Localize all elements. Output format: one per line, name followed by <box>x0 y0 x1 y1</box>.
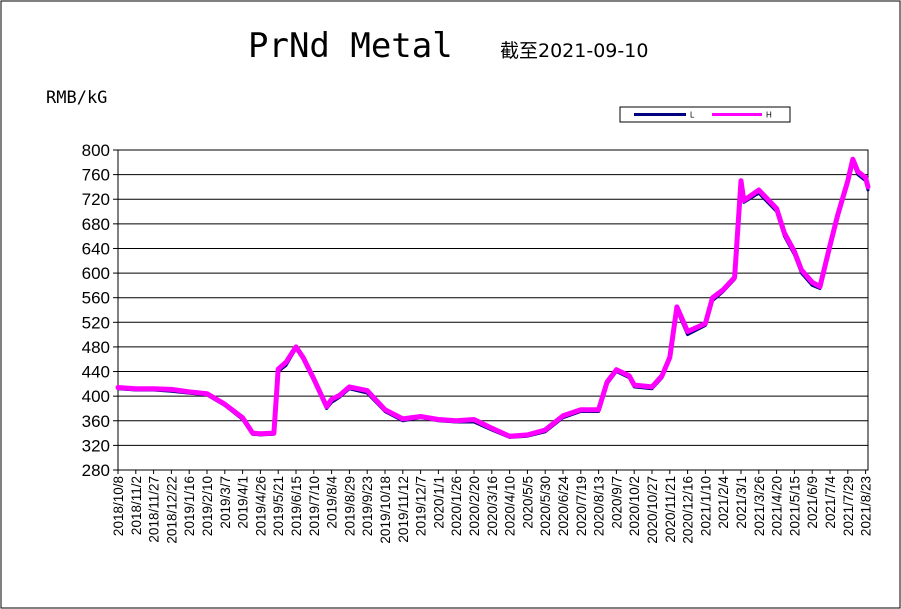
x-tick-label: 2020/1/26 <box>449 476 464 536</box>
x-tick-label: 2021/3/26 <box>752 476 767 536</box>
x-tick-label: 2019/8/29 <box>342 476 357 536</box>
x-tick-label: 2019/7/10 <box>307 476 322 536</box>
x-tick-label: 2021/4/20 <box>770 476 785 536</box>
x-tick-label: 2021/1/10 <box>698 476 713 536</box>
x-tick-label: 2018/11/2 <box>129 476 144 535</box>
x-tick-label: 2021/2/4 <box>716 476 731 529</box>
x-tick-label: 2018/11/27 <box>147 476 162 543</box>
legend-box <box>619 106 791 123</box>
x-tick-label: 2019/9/23 <box>360 476 375 536</box>
x-tick-label: 2020/7/19 <box>574 476 589 536</box>
y-tick-label: 280 <box>82 461 110 480</box>
x-tick-label: 2020/6/24 <box>556 476 571 537</box>
x-tick-label: 2019/4/26 <box>253 476 268 536</box>
x-tick-label: 2019/12/7 <box>414 476 429 536</box>
y-tick-label: 760 <box>82 166 110 185</box>
x-tick-label: 2020/12/16 <box>681 476 696 544</box>
x-tick-label: 2018/12/22 <box>164 476 179 544</box>
plot-area <box>117 149 869 471</box>
legend-label-h: H <box>766 111 772 120</box>
y-tick-label: 480 <box>82 338 110 357</box>
x-tick-label: 2020/5/30 <box>538 476 553 536</box>
x-tick-label: 2019/11/12 <box>396 476 411 543</box>
y-tick-label: 560 <box>82 289 110 308</box>
x-tick-label: 2019/4/1 <box>236 476 251 529</box>
x-tick-label: 2019/1/16 <box>182 476 197 536</box>
x-tick-label: 2021/5/15 <box>787 476 802 536</box>
x-tick-label: 2018/10/8 <box>111 476 126 536</box>
x-tick-label: 2019/6/15 <box>289 476 304 536</box>
x-tick-label: 2020/2/20 <box>467 476 482 536</box>
x-tick-label: 2021/8/23 <box>859 476 874 536</box>
y-tick-label: 720 <box>82 190 110 209</box>
chart-subtitle: 截至2021-09-10 <box>500 40 648 62</box>
x-tick-label: 2020/8/13 <box>592 476 607 536</box>
chart-title: PrNd Metal <box>248 26 453 66</box>
y-tick-label: 680 <box>82 215 110 234</box>
y-tick-label: 600 <box>82 264 110 283</box>
x-tick-label: 2020/5/5 <box>520 476 535 529</box>
y-tick-label: 640 <box>82 239 110 258</box>
x-tick-label: 2019/10/18 <box>378 476 393 544</box>
x-tick-label: 2019/2/10 <box>200 476 215 536</box>
y-tick-label: 400 <box>82 387 110 406</box>
series-line-h <box>115 156 871 439</box>
x-tick-label: 2020/1/1 <box>431 476 446 529</box>
legend: L H <box>619 106 791 123</box>
x-tick-label: 2020/11/21 <box>663 476 678 543</box>
grid-lines <box>118 174 868 446</box>
x-tick-label: 2021/3/1 <box>734 476 749 529</box>
x-tick-label: 2020/10/27 <box>645 476 660 544</box>
x-tick-label: 2021/6/9 <box>805 476 820 529</box>
y-tick-label: 360 <box>82 412 110 431</box>
x-tick-label: 2021/7/29 <box>841 476 856 536</box>
y-axis-ticks: 280 320 360 400 440 480 520 560 600 640 680 720 760 8… <box>82 141 118 480</box>
x-tick-label: 2019/5/21 <box>271 476 286 536</box>
x-tick-label: 2020/3/16 <box>485 476 500 536</box>
x-tick-label: 2019/8/4 <box>325 476 340 529</box>
y-tick-label: 520 <box>82 313 110 332</box>
y-tick-label: 320 <box>82 436 110 455</box>
x-tick-label: 2020/4/10 <box>503 476 518 536</box>
x-tick-label: 2020/9/7 <box>609 476 624 529</box>
x-tick-label: 2020/10/2 <box>627 476 642 536</box>
x-tick-label: 2019/3/7 <box>218 476 233 529</box>
series-lines <box>115 156 871 439</box>
legend-label-l: L <box>690 111 695 120</box>
x-axis-ticks: 2018/10/8 2018/11/2 2018/11/27 2018/12/22 20… <box>111 470 874 544</box>
y-tick-label: 440 <box>82 363 110 382</box>
y-axis-unit-label: RMB/kG <box>46 88 107 108</box>
x-tick-label: 2021/7/4 <box>823 476 838 529</box>
y-tick-label: 800 <box>82 141 110 160</box>
